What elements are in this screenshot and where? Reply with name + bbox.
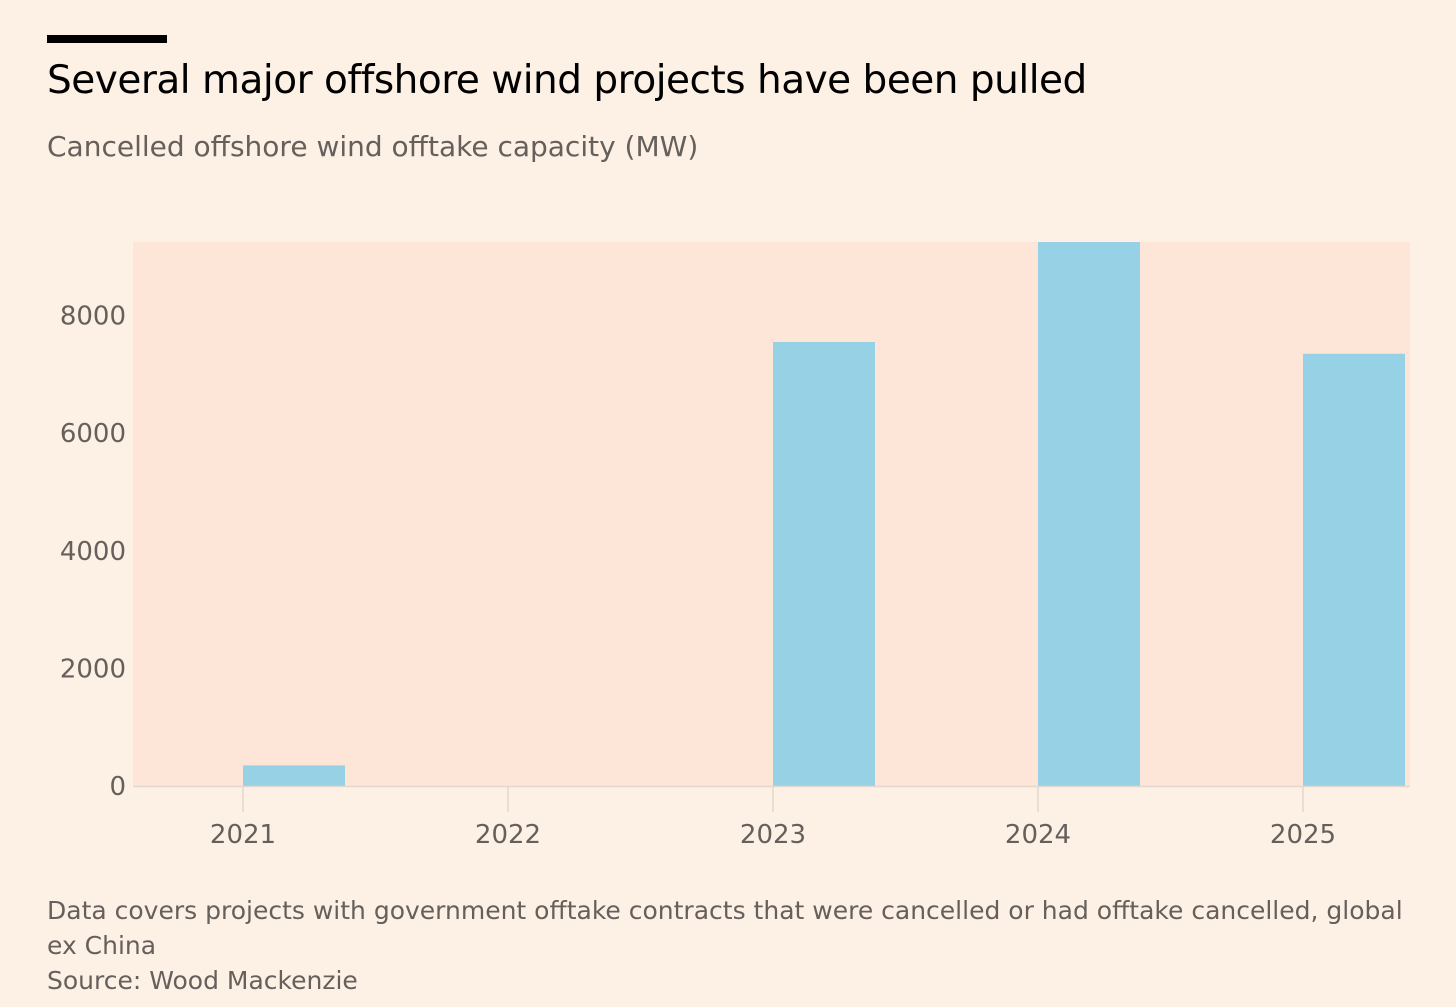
x-tick-label-2024: 2024 <box>1005 820 1071 850</box>
plot-area <box>133 242 1410 786</box>
chart-note: Data covers projects with government off… <box>47 896 1403 960</box>
title-rule <box>47 35 167 43</box>
x-axis: 2021 2022 2023 2024 2025 <box>210 786 1336 850</box>
x-tick-label-2022: 2022 <box>475 820 541 850</box>
y-tick-label-6000: 6000 <box>60 419 126 449</box>
x-tick-label-2023: 2023 <box>740 820 806 850</box>
x-tick-label-2025: 2025 <box>1270 820 1336 850</box>
bar-2024 <box>1038 242 1140 786</box>
y-axis: 0 2000 4000 6000 8000 <box>60 302 126 802</box>
x-tick-label-2021: 2021 <box>210 820 276 850</box>
bar-chart: 2021 2022 2023 2024 2025 0 2000 4000 6000 8000 <box>60 242 1410 850</box>
chart-source: Source: Wood Mackenzie <box>47 966 358 995</box>
y-tick-label-0: 0 <box>109 772 126 802</box>
y-tick-label-4000: 4000 <box>60 537 126 567</box>
bar-2025 <box>1303 353 1405 786</box>
bars-group <box>243 242 1405 786</box>
chart-title: Several major offshore wind projects hav… <box>47 58 1087 103</box>
bar-2021 <box>243 765 345 786</box>
bar-2023 <box>773 341 875 786</box>
y-tick-label-8000: 8000 <box>60 302 126 332</box>
y-tick-label-2000: 2000 <box>60 654 126 684</box>
chart-subtitle: Cancelled offshore wind offtake capacity… <box>47 130 699 163</box>
